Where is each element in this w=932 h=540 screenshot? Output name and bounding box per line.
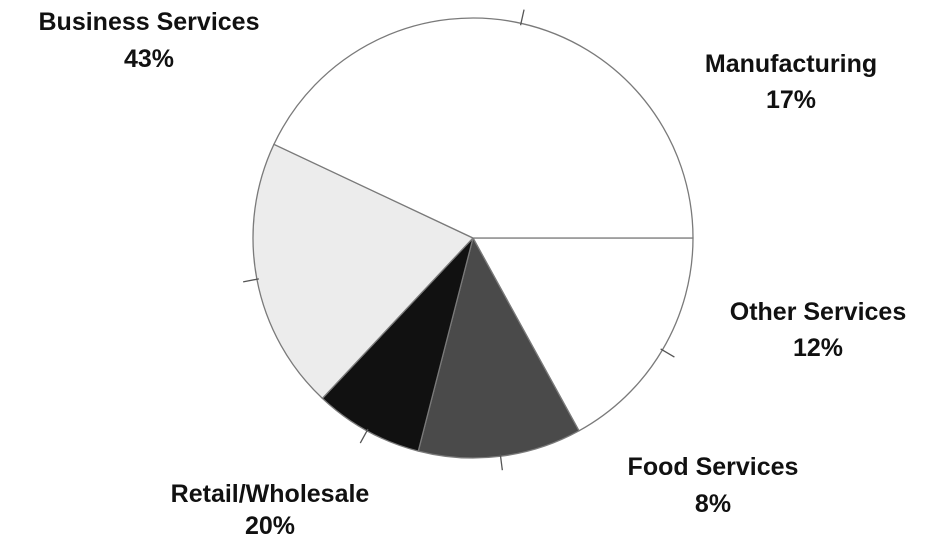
tick-food-services — [359, 428, 369, 444]
label-business-services-name: Business Services — [39, 8, 260, 36]
label-business-services: Business Services 43% — [39, 8, 260, 73]
label-other-services-name: Other Services — [730, 298, 907, 326]
label-other-services: Other Services 12% — [730, 298, 907, 362]
pie-slices — [252, 17, 694, 459]
slice-labels: Manufacturing 17% Other Services 12% Foo… — [39, 8, 907, 540]
label-retail-wholesale-name: Retail/Wholesale — [171, 480, 370, 508]
label-manufacturing-pct: 17% — [766, 86, 816, 114]
label-food-services: Food Services 8% — [628, 453, 799, 518]
tick-retail-wholesale — [243, 278, 259, 283]
tick-other-services — [499, 454, 503, 471]
label-other-services-pct: 12% — [793, 334, 843, 362]
label-food-services-pct: 8% — [695, 490, 731, 518]
label-leader-ticks — [243, 9, 675, 471]
label-retail-wholesale: Retail/Wholesale 20% — [171, 480, 370, 540]
label-business-services-pct: 43% — [124, 45, 174, 73]
label-manufacturing: Manufacturing 17% — [705, 50, 877, 114]
tick-manufacturing — [660, 348, 675, 358]
label-food-services-name: Food Services — [628, 453, 799, 481]
label-manufacturing-name: Manufacturing — [705, 50, 877, 78]
label-retail-wholesale-pct: 20% — [245, 512, 295, 540]
tick-business-services — [519, 9, 525, 26]
